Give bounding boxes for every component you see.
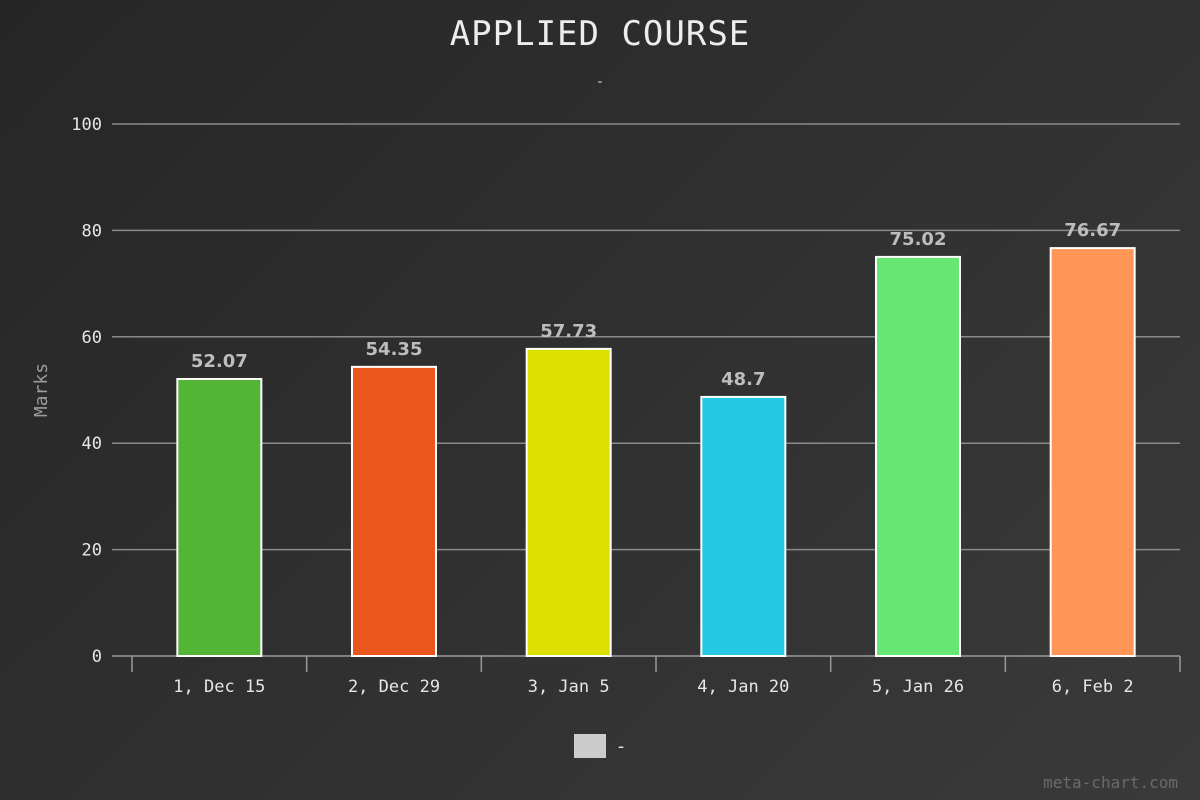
- bar: [875, 255, 961, 657]
- legend-label: -: [615, 735, 627, 757]
- bars: [176, 247, 1136, 657]
- y-tick-label: 20: [82, 541, 102, 561]
- x-tick-label: 5, Jan 26: [872, 677, 964, 697]
- x-tick-label: 4, Jan 20: [697, 677, 789, 697]
- data-label: 75.02: [890, 229, 947, 250]
- y-tick-label: 80: [82, 221, 102, 241]
- x-tick-label: 1, Dec 15: [173, 677, 265, 697]
- y-tick-label: 60: [82, 328, 102, 348]
- x-axis-tick-labels: 1, Dec 15 2, Dec 29 3, Jan 5 4, Jan 20 5, Ja…: [173, 677, 1133, 697]
- bar: [351, 365, 437, 657]
- y-tick-label: 40: [82, 434, 102, 454]
- data-label: 54.35: [366, 339, 423, 360]
- chart-title: APPLIED COURSE: [449, 14, 751, 54]
- legend-swatch: [573, 734, 606, 758]
- data-label: 48.7: [721, 369, 765, 390]
- y-tick-label: 0: [92, 647, 102, 667]
- bar: [525, 347, 612, 657]
- y-axis-tick-labels: 0 20 40 60 80 100: [71, 115, 102, 667]
- data-label: 52.07: [191, 351, 248, 372]
- y-axis-title: Marks: [31, 363, 52, 417]
- y-tick-label: 100: [71, 115, 102, 135]
- bar: [176, 377, 263, 657]
- x-tick-label: 3, Jan 5: [528, 677, 610, 697]
- data-label: 57.73: [540, 321, 597, 342]
- gridlines: [112, 123, 1180, 551]
- bar: [700, 395, 787, 657]
- x-axis: [112, 655, 1181, 672]
- chart-subtitle: -: [595, 74, 605, 90]
- legend: -: [0, 734, 1200, 758]
- data-label: 76.67: [1064, 220, 1121, 241]
- data-labels: 52.07 54.35 57.73 48.7 75.02 76.67: [191, 220, 1121, 390]
- x-tick-label: 6, Feb 2: [1052, 677, 1134, 697]
- x-tick-label: 2, Dec 29: [348, 677, 440, 697]
- watermark: meta-chart.com: [1043, 773, 1178, 792]
- bar: [1049, 247, 1136, 657]
